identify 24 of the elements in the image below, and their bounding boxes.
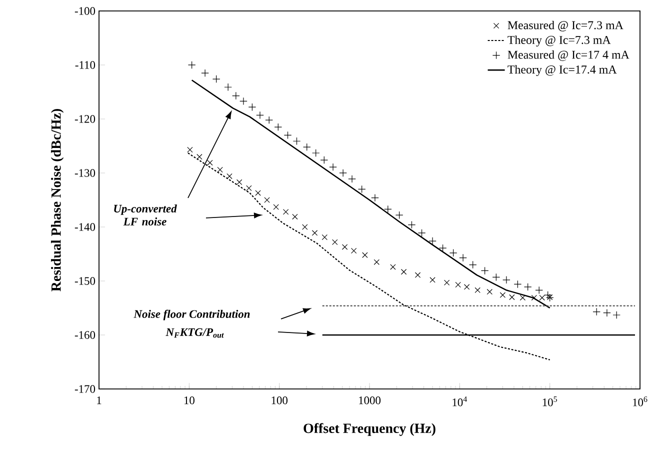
x-tick-label: 1 — [97, 396, 102, 404]
y-tick-label: -130 — [74, 169, 96, 177]
legend-label: Measured @ Ic=7.3 mA — [508, 20, 624, 32]
legend-label: Measured @ Ic=17 4 mA — [508, 50, 630, 61]
y-tick-label: -120 — [74, 115, 96, 123]
y-tick-label: -110 — [75, 61, 96, 69]
legend-label: Theory @ Ic=17.4 mA — [508, 65, 617, 76]
annotation: N$_{F}$KTG/P$_{out}$ — [166, 328, 224, 338]
y-axis-title: Residual Phase Noise (dBc/Hz) — [50, 108, 64, 292]
legend-label: Theory @ Ic=7.3 mA — [508, 36, 611, 46]
annotation: Noise floor Contribution — [134, 310, 250, 320]
x-tick-label: 10$^{6}$ — [633, 396, 648, 406]
y-tick-label: -140 — [74, 223, 96, 231]
y-tick-label: -170 — [74, 385, 96, 393]
x-tick-label: 10 — [184, 396, 194, 404]
y-tick-label: -150 — [74, 277, 96, 285]
x-tick-label: 10$^{5}$ — [542, 396, 557, 406]
x-tick-label: 100 — [272, 396, 288, 404]
y-tick-label: -160 — [74, 331, 96, 339]
y-tick-label: -100 — [74, 7, 96, 15]
annotation: Up-converted LF noise — [114, 204, 177, 226]
x-axis-title: Offset Frequency (Hz) — [304, 423, 436, 436]
x-tick-label: 10$^{4}$ — [452, 396, 468, 406]
x-tick-label: 1000 — [359, 396, 381, 404]
